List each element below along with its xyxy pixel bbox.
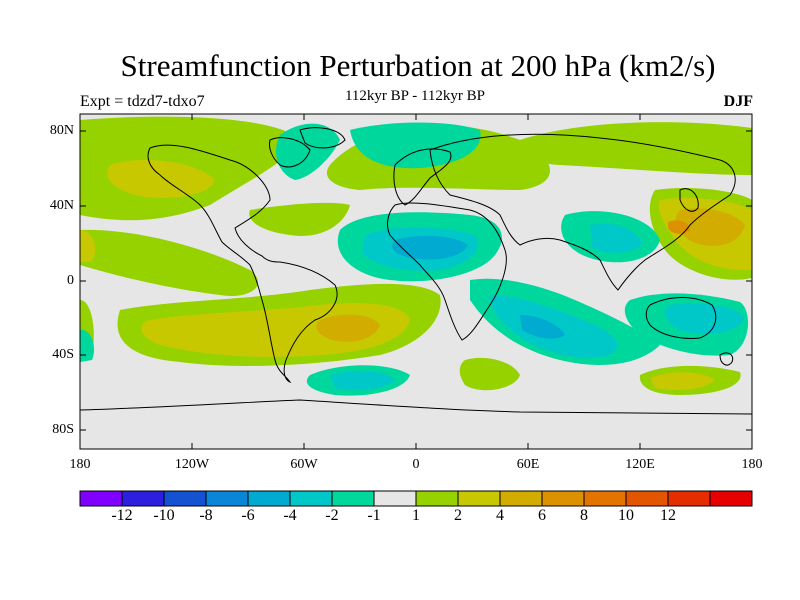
- lon-tick-label: 180: [69, 457, 91, 472]
- lon-tick-label: 120W: [174, 457, 210, 472]
- colorbar-swatch: [289, 490, 333, 507]
- colorbar-label: 10: [618, 507, 634, 524]
- map-title: Streamfunction Perturbation at 200 hPa (…: [120, 48, 716, 83]
- strong-negative-regions: [392, 235, 565, 339]
- colorbar-label: -8: [199, 507, 213, 524]
- colorbar-swatch: [541, 490, 585, 507]
- experiment-label: Expt = tdzd7-tdxo7: [80, 93, 205, 110]
- colorbar: [79, 490, 753, 507]
- colorbar-swatch: [457, 490, 501, 507]
- peak-positive-regions: [668, 220, 690, 234]
- colorbar-swatch: [625, 490, 669, 507]
- lon-tick-label: 60W: [290, 457, 318, 472]
- colorbar-swatch: [79, 490, 123, 507]
- lat-tick-label: 80N: [49, 123, 74, 138]
- colorbar-swatch: [373, 490, 417, 507]
- colorbar-label: -1: [367, 507, 381, 524]
- field-layer: [80, 114, 752, 449]
- negative-anomaly-regions: [80, 122, 749, 396]
- colorbar-swatch: [205, 490, 249, 507]
- colorbar-label: 1: [412, 507, 420, 524]
- period-label: 112kyr BP - 112kyr BP: [344, 88, 485, 104]
- colorbar-swatch: [667, 490, 711, 507]
- colorbar-label: 4: [496, 507, 504, 524]
- lon-tick-label: 120E: [625, 457, 655, 472]
- colorbar-swatch: [121, 490, 165, 507]
- colorbar-swatch: [709, 490, 753, 507]
- colorbar-swatch: [415, 490, 459, 507]
- colorbar-swatch: [331, 490, 375, 507]
- lat-tick-label: 0: [67, 273, 74, 288]
- lon-tick-label: 60E: [516, 457, 540, 472]
- lat-tick-label: 40S: [52, 347, 74, 362]
- colorbar-swatch: [247, 490, 291, 507]
- lon-tick-label: 0: [412, 457, 420, 472]
- season-label: DJF: [723, 93, 753, 110]
- colorbar-label: -2: [325, 507, 339, 524]
- colorbar-label: -6: [241, 507, 255, 524]
- colorbar-swatch: [163, 490, 207, 507]
- colorbar-label: -12: [111, 507, 133, 524]
- lon-tick-label: 180: [741, 457, 763, 472]
- colorbar-swatch: [499, 490, 543, 507]
- lat-tick-label: 40N: [49, 198, 74, 213]
- colorbar-label: -10: [153, 507, 175, 524]
- colorbar-label: 6: [538, 507, 546, 524]
- colorbar-label: 2: [454, 507, 462, 524]
- axis-ticks: [79, 114, 753, 449]
- colorbar-label: -4: [283, 507, 297, 524]
- coastlines: [80, 127, 752, 415]
- strong-positive-regions: [316, 208, 745, 342]
- colorbar-label: 8: [580, 507, 588, 524]
- colorbar-swatch: [583, 490, 627, 507]
- colorbar-label: 12: [660, 507, 676, 524]
- lat-tick-label: 80S: [52, 422, 74, 437]
